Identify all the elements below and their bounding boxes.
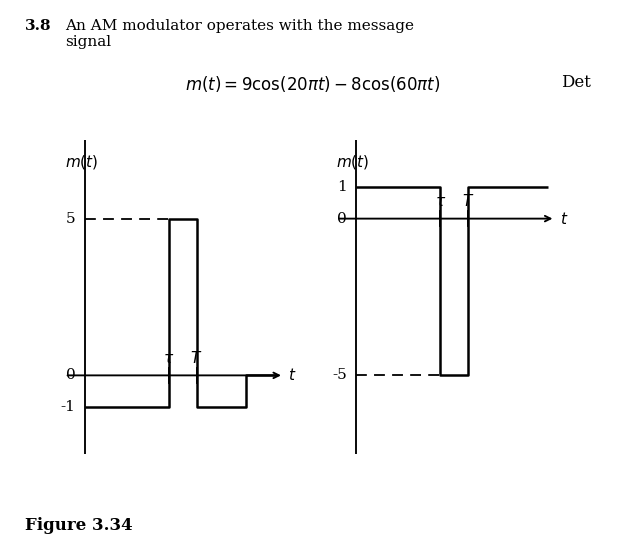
Text: $t$: $t$ xyxy=(560,211,568,227)
Text: $m(t)$: $m(t)$ xyxy=(65,153,98,171)
Text: $\tau$: $\tau$ xyxy=(164,352,175,366)
Text: An AM modulator operates with the message
signal: An AM modulator operates with the messag… xyxy=(65,19,414,50)
Text: 0: 0 xyxy=(337,212,347,225)
Text: $m(t) = 9\cos(20\pi t) - 8\cos(60\pi t)$: $m(t) = 9\cos(20\pi t) - 8\cos(60\pi t)$ xyxy=(185,74,441,94)
Text: 1: 1 xyxy=(337,180,347,194)
Text: $\tau$: $\tau$ xyxy=(435,195,446,209)
Text: 3.8: 3.8 xyxy=(25,19,51,33)
Text: $m(t)$: $m(t)$ xyxy=(336,153,370,171)
Text: $t$: $t$ xyxy=(288,367,297,383)
Text: 0: 0 xyxy=(66,368,75,382)
Text: -5: -5 xyxy=(332,368,347,382)
Text: $T$: $T$ xyxy=(191,350,202,366)
Text: Det: Det xyxy=(561,74,591,91)
Text: $T$: $T$ xyxy=(462,193,474,209)
Text: Figure 3.34: Figure 3.34 xyxy=(25,516,132,534)
Text: 5: 5 xyxy=(66,212,75,225)
Text: -1: -1 xyxy=(60,400,75,414)
